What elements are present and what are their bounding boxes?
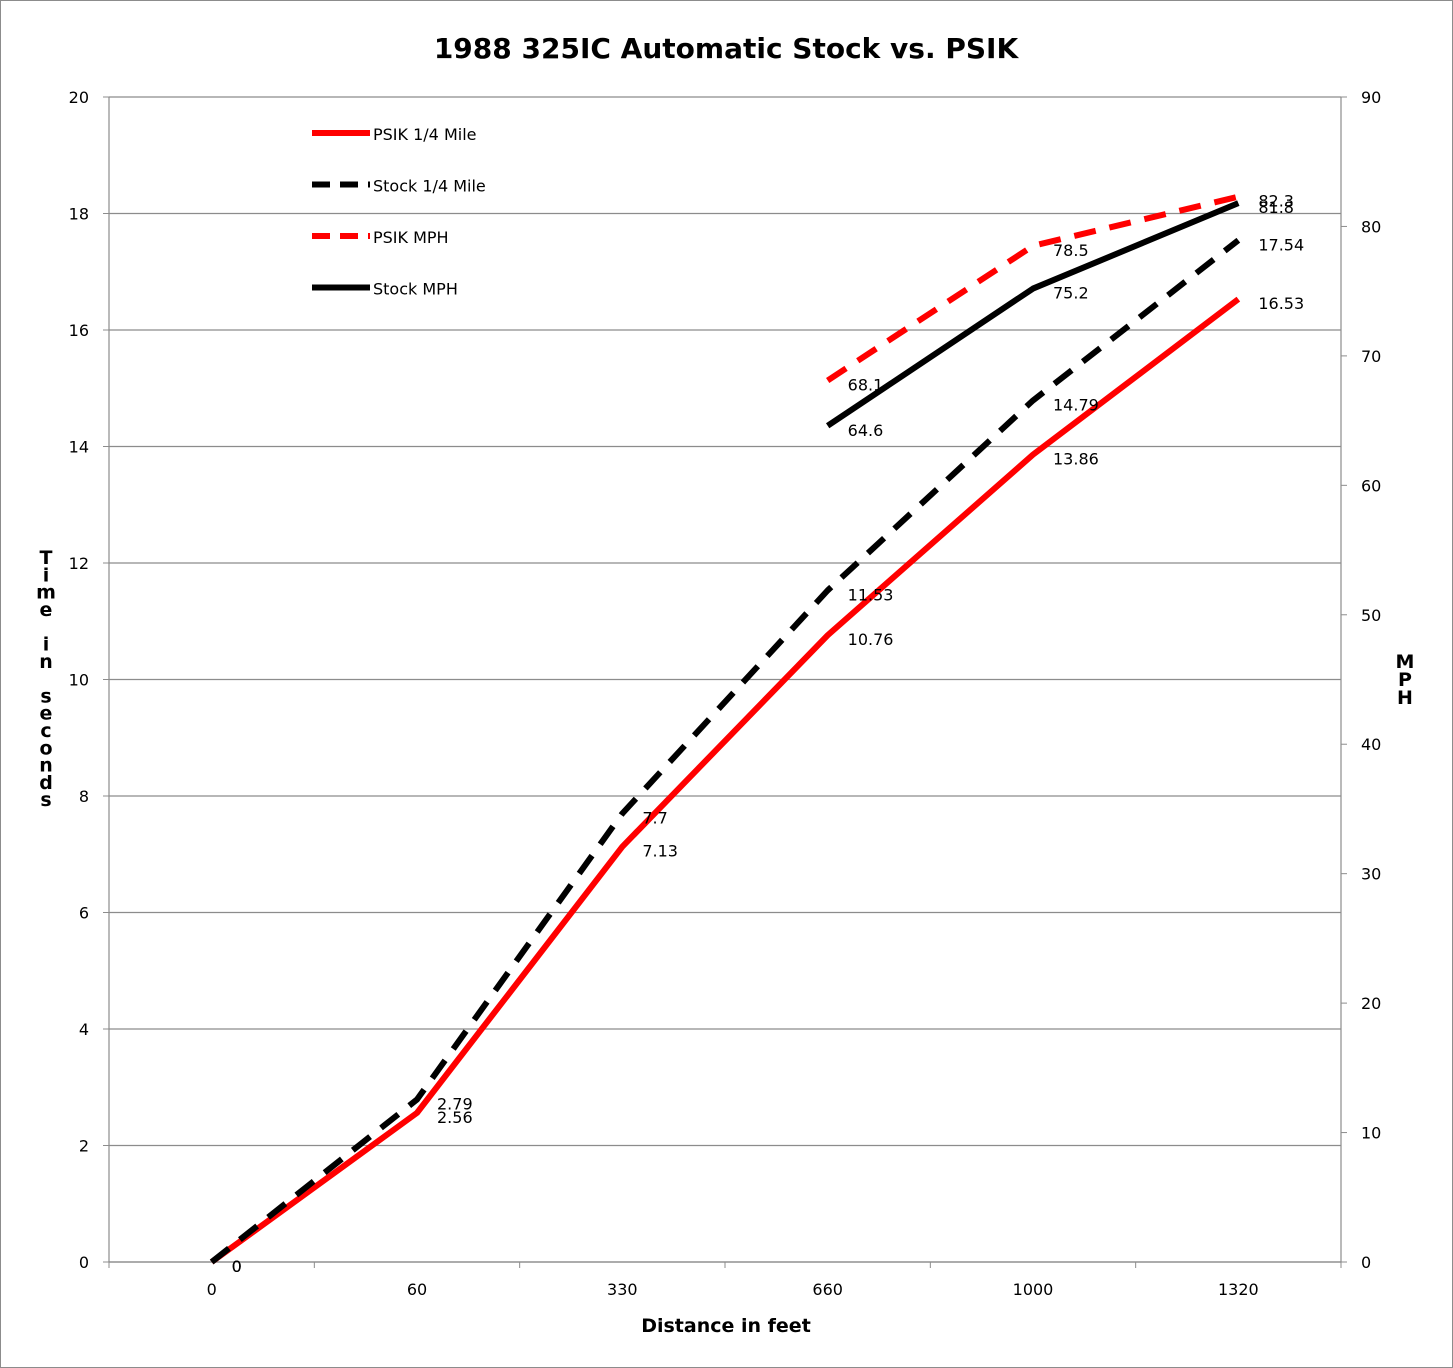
y-axis-title-char: o (39, 737, 52, 759)
y-axis-title-char: e (40, 703, 53, 725)
legend-label-3: Stock MPH (373, 280, 458, 299)
gridlines (109, 96, 1341, 1263)
data-label-1-2: 7.7 (642, 808, 667, 827)
y2-axis-title-char: M (1396, 651, 1415, 673)
y-axis-title-char: d (39, 772, 53, 794)
data-label-3-5: 81.8 (1258, 198, 1294, 217)
y-tick-label-7: 14 (69, 438, 89, 457)
y2-axis-title: MPH (1396, 651, 1415, 709)
data-label-1-5: 17.54 (1258, 235, 1304, 254)
y-tick-label-8: 16 (69, 321, 89, 340)
y-tick-label-1: 2 (79, 1137, 89, 1156)
series-lines (209, 193, 1241, 1265)
data-label-0-0: 0 (232, 1257, 242, 1276)
x-tick-label-5: 1320 (1218, 1280, 1259, 1299)
y2-tick-label-2: 20 (1361, 994, 1381, 1013)
data-label-2-3: 68.1 (848, 375, 884, 394)
series-line-2 (826, 193, 1240, 383)
y-axis-title-char: i (43, 634, 50, 656)
y2-tick-label-7: 70 (1361, 347, 1381, 366)
series-line-3 (825, 200, 1240, 429)
y2-tick-label-5: 50 (1361, 606, 1381, 625)
y-axis-title-char: T (40, 547, 53, 569)
data-label-3-4: 75.2 (1053, 284, 1089, 303)
x-tick-label-0: 0 (207, 1280, 217, 1299)
y2-tick-label-1: 10 (1361, 1124, 1381, 1143)
y-axis-title-char: m (36, 582, 56, 604)
y2-tick-label-6: 60 (1361, 476, 1381, 495)
data-label-0-4: 13.86 (1053, 450, 1099, 469)
y-axis-title-char: i (43, 564, 50, 586)
legend-label-2: PSIK MPH (373, 228, 449, 247)
y2-tick-label-4: 40 (1361, 735, 1381, 754)
data-label-1-3: 11.53 (848, 585, 894, 604)
data-labels: 02.567.1310.7613.8616.5302.797.711.5314.… (232, 192, 1304, 1276)
y-axis-title-char: e (40, 599, 53, 621)
legend-label-0: PSIK 1/4 Mile (373, 125, 476, 144)
data-label-0-2: 7.13 (642, 842, 678, 861)
y2-axis-title-char: P (1398, 669, 1412, 691)
data-label-0-1: 2.56 (437, 1108, 473, 1127)
y-tick-label-4: 8 (79, 787, 89, 806)
y-tick-label-2: 4 (79, 1020, 89, 1039)
y2-tick-label-8: 80 (1361, 217, 1381, 236)
data-label-2-4: 78.5 (1053, 241, 1089, 260)
data-label-0-5: 16.53 (1258, 294, 1304, 313)
x-axis-title: Distance in feet (641, 1315, 811, 1337)
y2-axis-title-char: H (1397, 687, 1413, 709)
y-tick-label-5: 10 (69, 671, 89, 690)
data-label-3-3: 64.6 (848, 421, 884, 440)
y2-tick-label-0: 0 (1361, 1253, 1371, 1272)
y-tick-label-10: 20 (69, 88, 89, 107)
chart-title: 1988 325IC Automatic Stock vs. PSIK (434, 32, 1020, 65)
y2-tick-label-9: 90 (1361, 88, 1381, 107)
y-tick-label-0: 0 (79, 1253, 89, 1272)
data-label-2-5: 82.3 (1258, 192, 1294, 211)
data-label-1-0: 0 (232, 1257, 242, 1276)
x-tick-label-1: 60 (407, 1280, 427, 1299)
y2-tick-label-3: 30 (1361, 865, 1381, 884)
legend-label-1: Stock 1/4 Mile (373, 177, 486, 196)
series-line-1 (209, 237, 1241, 1265)
y-axis-title-char: s (40, 789, 51, 811)
axes: 0 2 4 6 8 10 12 14 16 18 20 0 10 20 30 40 50 60 70 80 90 0 60 3… (69, 88, 1382, 1299)
y-axis-title-char: n (39, 651, 53, 673)
x-tick-label-2: 330 (607, 1280, 638, 1299)
y-axis-title-char: s (40, 685, 51, 707)
data-label-0-3: 10.76 (848, 630, 894, 649)
data-label-1-1: 2.79 (437, 1094, 473, 1113)
y-tick-label-6: 12 (69, 554, 89, 573)
y-axis-title-char: n (39, 755, 53, 777)
data-label-1-4: 14.79 (1053, 395, 1099, 414)
series-line-0 (209, 296, 1241, 1265)
y-tick-label-9: 18 (69, 205, 89, 224)
x-tick-label-3: 660 (812, 1280, 843, 1299)
legend: PSIK 1/4 Mile Stock 1/4 Mile PSIK MPH Stock… (312, 125, 486, 299)
x-tick-label-4: 1000 (1013, 1280, 1054, 1299)
y-axis-title-char: c (40, 720, 51, 742)
y-tick-label-3: 6 (79, 904, 89, 923)
